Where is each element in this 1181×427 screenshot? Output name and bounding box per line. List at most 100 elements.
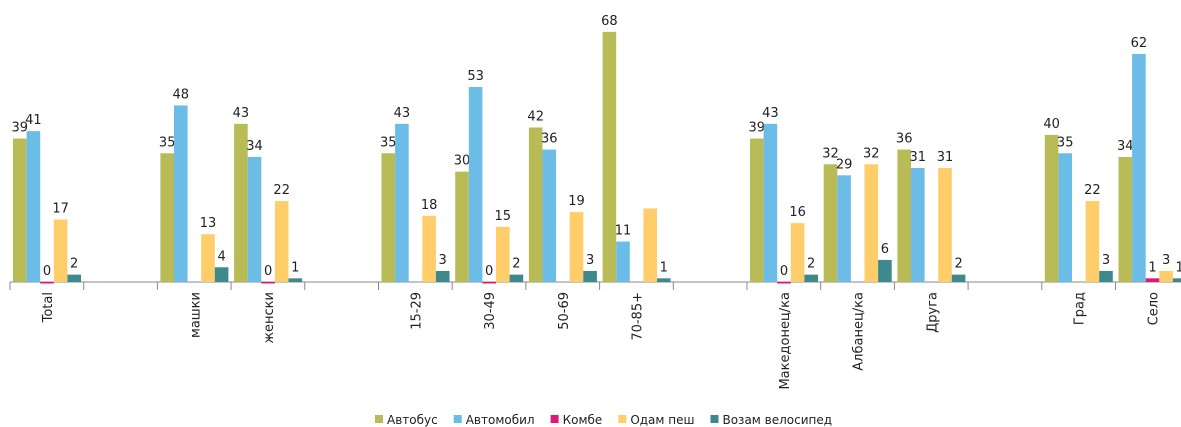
- data-label: 19: [568, 194, 585, 209]
- data-label: 15: [495, 209, 512, 224]
- bar: [911, 167, 925, 282]
- data-label: 43: [762, 106, 779, 121]
- bar: [878, 259, 892, 282]
- bar: [214, 267, 229, 282]
- bar: [657, 278, 671, 282]
- data-label: 3: [586, 253, 594, 268]
- bar: [13, 138, 27, 282]
- data-label: 1: [1148, 260, 1156, 275]
- data-label: 0: [780, 264, 788, 279]
- bar: [435, 270, 450, 282]
- bar: [496, 226, 510, 282]
- data-label: 3: [439, 253, 447, 268]
- bar: [234, 123, 248, 282]
- bar: [261, 282, 275, 284]
- data-label: 35: [380, 135, 397, 150]
- legend-swatch: [710, 415, 719, 423]
- data-label: 43: [394, 106, 411, 121]
- data-label: 42: [527, 110, 544, 125]
- data-label: 1: [291, 260, 299, 275]
- data-label: 31: [937, 150, 954, 165]
- bar: [381, 153, 396, 282]
- data-label: 13: [200, 216, 217, 231]
- legend-label: Автобус: [387, 413, 438, 427]
- bar: [1044, 134, 1059, 282]
- data-label: 2: [954, 257, 962, 272]
- data-label: 48: [173, 87, 190, 102]
- data-label: 35: [159, 135, 176, 150]
- data-label: 41: [25, 113, 42, 128]
- data-label: 1: [1176, 260, 1181, 275]
- data-label: 32: [863, 146, 880, 161]
- bar: [422, 215, 436, 282]
- bar: [174, 105, 188, 282]
- data-label: 3: [1162, 253, 1170, 268]
- x-tick-label: Град: [1073, 292, 1088, 325]
- bar: [455, 171, 469, 282]
- data-label: 6: [881, 242, 889, 257]
- data-label: 16: [789, 205, 806, 220]
- bar: [160, 153, 174, 282]
- data-label: 2: [512, 257, 520, 272]
- bar: [528, 127, 543, 282]
- bar: [864, 164, 879, 282]
- bar: [201, 234, 215, 282]
- bar: [777, 282, 791, 284]
- bar: [67, 274, 81, 282]
- x-tick-label: 50-69: [557, 292, 572, 330]
- data-label: 4: [217, 249, 225, 264]
- bar: [509, 274, 524, 282]
- data-label: 31: [910, 150, 927, 165]
- data-label: 2: [70, 257, 78, 272]
- data-label: 39: [12, 121, 29, 136]
- data-label: 36: [896, 132, 913, 147]
- data-label: 35: [1057, 135, 1074, 150]
- bar: [790, 223, 805, 282]
- data-label: 22: [1084, 183, 1101, 198]
- data-label: 18: [421, 198, 438, 213]
- bar: [1058, 153, 1072, 282]
- bar: [1085, 201, 1100, 282]
- legend-swatch: [550, 415, 559, 423]
- data-label: 0: [264, 264, 272, 279]
- data-label: 34: [246, 139, 263, 154]
- data-label: 29: [836, 157, 853, 172]
- bar: [897, 149, 911, 282]
- bar: [468, 87, 483, 283]
- data-label: 3: [1102, 253, 1110, 268]
- legend-label: Комбе: [563, 413, 603, 427]
- bar: [482, 282, 496, 284]
- bar: [602, 31, 617, 282]
- x-tick-label: 15-29: [409, 292, 424, 330]
- bar: [583, 270, 597, 282]
- bar: [569, 212, 584, 282]
- legend-label: Автомобил: [466, 413, 535, 427]
- bar: [643, 208, 657, 282]
- x-tick-label: женски: [262, 292, 277, 344]
- data-label: 22: [273, 183, 290, 198]
- data-label: 62: [1131, 36, 1148, 51]
- data-label: 32: [822, 146, 839, 161]
- bar: [763, 123, 778, 282]
- bar: [616, 241, 630, 282]
- legend-swatch: [453, 415, 462, 423]
- bar: [823, 164, 838, 282]
- bar: [53, 219, 68, 282]
- data-label: 34: [1117, 139, 1134, 154]
- bar: [750, 138, 764, 282]
- x-tick-label: 30-49: [483, 292, 498, 330]
- data-label: 68: [601, 14, 618, 29]
- bar: [1145, 278, 1160, 282]
- data-label: 43: [233, 106, 250, 121]
- data-label: 40: [1043, 117, 1060, 132]
- bar: [395, 123, 409, 282]
- x-tick-label: Албанец/ка: [852, 292, 867, 371]
- bar: [938, 167, 952, 282]
- data-label: 0: [485, 264, 493, 279]
- bar: [1099, 270, 1113, 282]
- data-label: 17: [52, 201, 69, 216]
- bar: [1132, 53, 1146, 282]
- data-label: 1: [660, 260, 668, 275]
- data-label: 53: [467, 69, 484, 84]
